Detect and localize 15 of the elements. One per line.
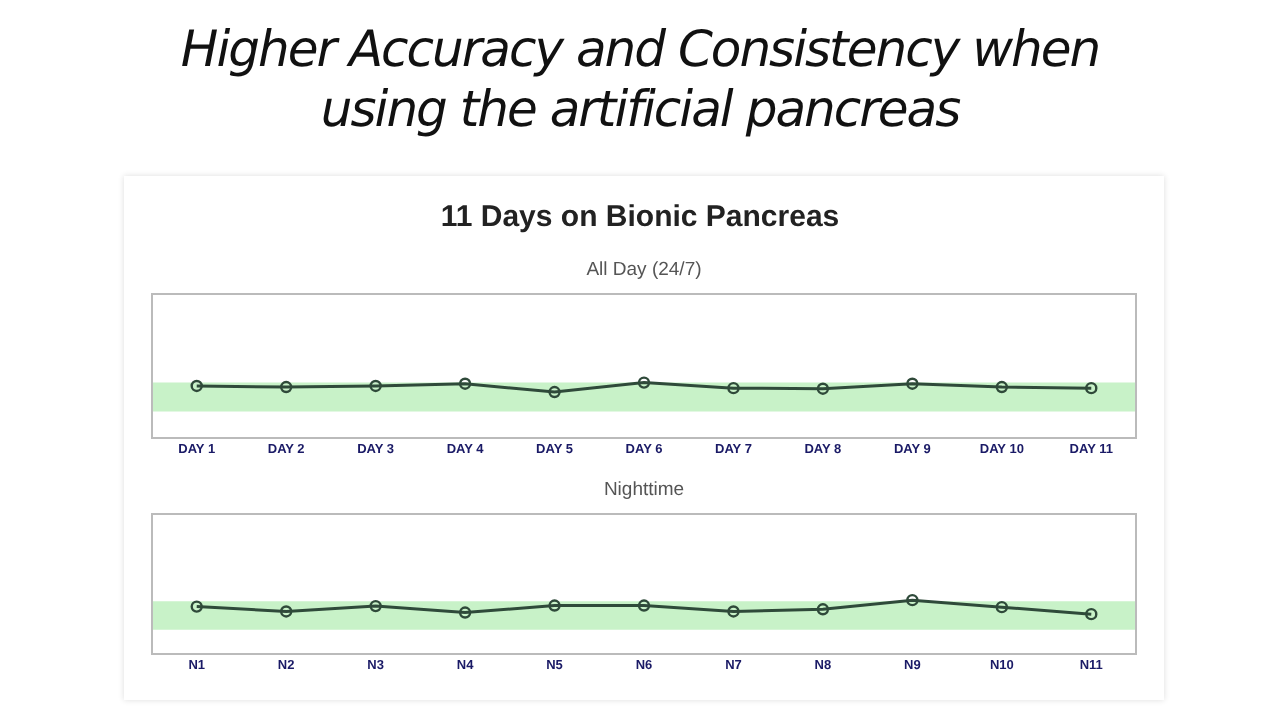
point (637, 599, 651, 612)
chart-title: Nighttime (603, 479, 685, 502)
chart-title: Higher Accuracy and Consistency when using the artificial pancreas (178, 20, 1102, 140)
text: All Day (24/7) (586, 259, 702, 282)
point (279, 605, 293, 618)
point (727, 605, 740, 618)
point (816, 603, 830, 616)
chart-subtitle: 11 Days on Bionic Pancreas (438, 200, 842, 234)
point (548, 599, 561, 612)
point (369, 599, 382, 613)
point (906, 593, 919, 607)
point (1085, 607, 1098, 621)
point (190, 600, 203, 613)
point (995, 600, 1009, 614)
point (458, 606, 472, 619)
